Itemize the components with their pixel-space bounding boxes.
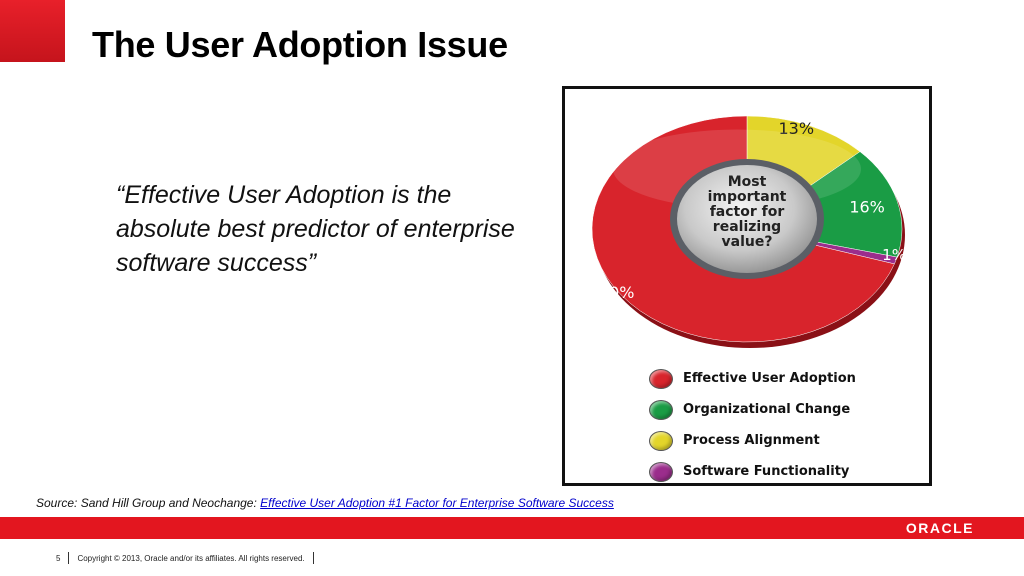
legend-swatch-yellow: [649, 430, 673, 451]
footer-divider: [312, 552, 314, 564]
legend-item: Organizational Change: [649, 394, 856, 425]
footer-bar: ORACLE: [0, 517, 1024, 539]
slice-label: 16%: [849, 198, 885, 217]
legend-swatch-green: [649, 399, 673, 420]
center-label-line: Most: [728, 174, 767, 190]
center-label-line: value?: [722, 234, 773, 250]
legend-swatch-purple: [649, 461, 673, 482]
legend-label: Effective User Adoption: [683, 371, 856, 386]
center-disk: [677, 165, 817, 273]
page-number: 5: [56, 553, 61, 563]
slice-label: 70%: [599, 283, 635, 302]
center-label-line: factor for: [710, 204, 785, 220]
center-label-line: important: [708, 189, 787, 205]
chart-legend: Effective User Adoption Organizational C…: [649, 363, 856, 487]
pie-chart-frame: 13% 16% 1% 70% Most important factor for realiz…: [562, 86, 932, 486]
legend-item: Effective User Adoption: [649, 363, 856, 394]
footer-divider: [68, 552, 70, 564]
slide-title: The User Adoption Issue: [92, 24, 508, 65]
source-prefix: Source: Sand Hill Group and Neochange:: [36, 496, 261, 510]
slice-label: 1%: [882, 246, 906, 264]
legend-item: Software Functionality: [649, 456, 856, 487]
slice-label: 13%: [778, 119, 814, 138]
legend-label: Software Functionality: [683, 464, 850, 479]
center-label-line: realizing: [713, 219, 781, 235]
legend-label: Process Alignment: [683, 433, 820, 448]
quote-text: “Effective User Adoption is the absolute…: [116, 181, 515, 277]
source-link[interactable]: Effective User Adoption #1 Factor for En…: [260, 496, 614, 510]
legend-swatch-red: [649, 368, 673, 389]
legend-item: Process Alignment: [649, 425, 856, 456]
footer: 5 Copyright © 2013, Oracle and/or its af…: [56, 552, 322, 564]
corner-accent: [0, 0, 65, 62]
oracle-logo: ORACLE: [905, 520, 974, 536]
legend-label: Organizational Change: [683, 402, 851, 417]
source-citation: Source: Sand Hill Group and Neochange: E…: [36, 496, 614, 510]
copyright-text: Copyright © 2013, Oracle and/or its affi…: [77, 553, 305, 563]
